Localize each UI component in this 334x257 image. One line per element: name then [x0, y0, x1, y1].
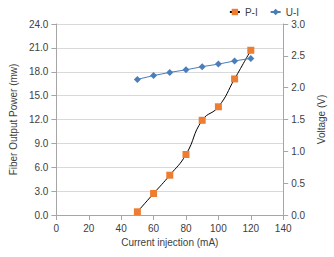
svg-text:Fiber Output Power (mw): Fiber Output Power (mw): [8, 64, 19, 176]
svg-text:60: 60: [148, 223, 160, 234]
svg-text:Voltage (V): Voltage (V): [316, 95, 327, 144]
svg-text:20: 20: [83, 223, 95, 234]
svg-text:12.0: 12.0: [29, 114, 49, 125]
svg-text:80: 80: [180, 223, 192, 234]
svg-text:3.0: 3.0: [34, 186, 48, 197]
svg-text:140: 140: [275, 223, 292, 234]
svg-text:3.0: 3.0: [291, 19, 305, 30]
svg-text:2.5: 2.5: [291, 50, 305, 61]
svg-text:Current injection (mA): Current injection (mA): [121, 237, 218, 248]
svg-text:0.5: 0.5: [291, 178, 305, 189]
svg-text:1.0: 1.0: [291, 146, 305, 157]
svg-text:9.0: 9.0: [34, 138, 48, 149]
svg-text:24.0: 24.0: [29, 19, 49, 30]
svg-text:2.0: 2.0: [291, 82, 305, 93]
svg-text:U-I: U-I: [286, 7, 299, 18]
svg-text:15.0: 15.0: [29, 90, 49, 101]
svg-text:P-I: P-I: [245, 7, 258, 18]
svg-text:21.0: 21.0: [29, 42, 49, 53]
svg-text:40: 40: [116, 223, 128, 234]
svg-text:0.0: 0.0: [34, 210, 48, 221]
svg-text:0.0: 0.0: [291, 210, 305, 221]
svg-text:6.0: 6.0: [34, 162, 48, 173]
svg-text:0: 0: [54, 223, 60, 234]
svg-text:120: 120: [242, 223, 259, 234]
svg-text:18.0: 18.0: [29, 66, 49, 77]
svg-text:1.5: 1.5: [291, 114, 305, 125]
svg-text:100: 100: [210, 223, 227, 234]
